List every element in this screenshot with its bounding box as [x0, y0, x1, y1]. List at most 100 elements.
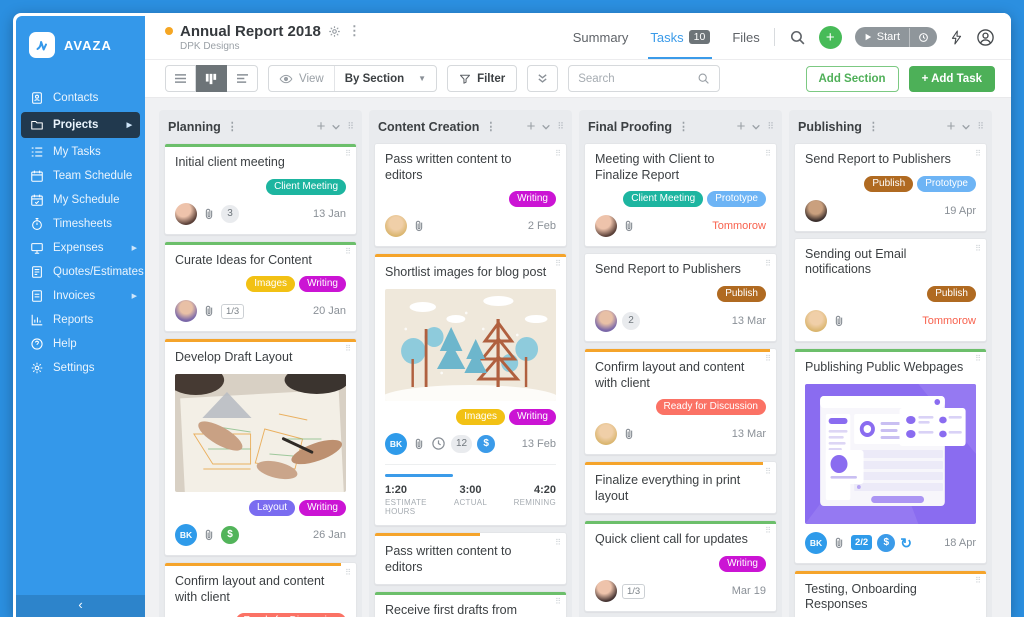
tag-prototype[interactable]: Prototype	[917, 175, 976, 192]
logo[interactable]: AVAZA	[16, 16, 145, 72]
tag-ready-for-discussion[interactable]: Ready for Discussion	[655, 399, 766, 416]
column-add-icon[interactable]: +	[946, 118, 956, 135]
card-drag-grip-icon[interactable]: ⠿	[765, 526, 771, 536]
sidebar-item-my-schedule[interactable]: My Schedule	[16, 188, 145, 212]
add-task-button[interactable]: + Add Task	[908, 65, 995, 92]
column-add-icon[interactable]: +	[316, 118, 326, 135]
column-drag-grip-icon[interactable]: ⠿	[977, 121, 984, 131]
tag-writing[interactable]: Writing	[509, 191, 556, 208]
task-card[interactable]: ⠿ Curate Ideas for Content Images Writing 1/…	[164, 240, 357, 333]
column-menu-kebab-icon[interactable]: ⋮	[226, 121, 238, 133]
task-card[interactable]: ⠿ Publishing Public Webpages BK 2/2 $ ↻ 18 Apr	[794, 347, 987, 564]
filter-button[interactable]: Filter	[447, 65, 518, 92]
group-by-dropdown[interactable]: By Section ▼	[344, 72, 427, 85]
tag-publish[interactable]: Publish	[927, 285, 976, 302]
card-drag-grip-icon[interactable]: ⠿	[345, 344, 351, 354]
project-settings-gear-icon[interactable]	[328, 25, 341, 38]
assignee-avatar-initials[interactable]: BK	[805, 531, 827, 554]
assignee-avatar[interactable]	[175, 300, 197, 323]
sidebar-item-expenses[interactable]: Expenses ▶	[16, 236, 145, 260]
column-menu-kebab-icon[interactable]: ⋮	[485, 121, 497, 133]
card-drag-grip-icon[interactable]: ⠿	[975, 575, 981, 585]
comment-count[interactable]: 2	[622, 311, 640, 330]
column-collapse-chevron-icon[interactable]	[751, 122, 761, 132]
sidebar-item-projects[interactable]: Projects ▶	[21, 112, 140, 138]
card-drag-grip-icon[interactable]: ⠿	[345, 567, 351, 577]
assignee-avatar[interactable]	[805, 309, 827, 332]
tag-ready-for-discussion[interactable]: Ready for Discussion	[235, 613, 346, 617]
task-card[interactable]: ⠿ Confirm layout and content with client R…	[164, 561, 357, 617]
card-drag-grip-icon[interactable]: ⠿	[765, 353, 771, 363]
card-drag-grip-icon[interactable]: ⠿	[555, 597, 561, 607]
sidebar-item-invoices[interactable]: Invoices ▶	[16, 284, 145, 308]
sidebar-item-reports[interactable]: Reports	[16, 308, 145, 332]
sidebar-item-help[interactable]: Help	[16, 332, 145, 356]
task-card[interactable]: ⠿ Pass written content to editors Writing 2…	[374, 143, 567, 248]
comment-count[interactable]: 12	[451, 434, 473, 453]
sidebar-item-my-tasks[interactable]: My Tasks	[16, 140, 145, 164]
task-card[interactable]: ⠿ Meeting with Client to Finalize Report C…	[584, 143, 777, 248]
tag-layout[interactable]: Layout	[249, 499, 296, 516]
card-drag-grip-icon[interactable]: ⠿	[765, 149, 771, 158]
task-card[interactable]: ⠿ Testing, Onboarding Responses	[794, 569, 987, 617]
column-add-icon[interactable]: +	[526, 118, 536, 135]
card-drag-grip-icon[interactable]: ⠿	[555, 149, 561, 158]
start-timer-button[interactable]: Start	[854, 27, 937, 47]
tag-writing[interactable]: Writing	[719, 556, 766, 572]
tag-writing[interactable]: Writing	[299, 499, 346, 516]
task-card[interactable]: ⠿ Send Report to Publishers Publish Prototy…	[794, 143, 987, 232]
task-card[interactable]: ⠿ Quick client call for updates Writing 1/3…	[584, 520, 777, 612]
assignee-avatar[interactable]	[595, 309, 617, 332]
comment-count[interactable]: 3	[221, 204, 239, 223]
column-menu-kebab-icon[interactable]: ⋮	[678, 121, 690, 133]
assignee-avatar[interactable]	[595, 580, 617, 602]
bolt-icon[interactable]	[950, 29, 963, 45]
tag-images[interactable]: Images	[246, 276, 296, 293]
sidebar-collapse-button[interactable]: ‹	[16, 595, 145, 617]
kanban-view-button[interactable]	[196, 65, 227, 92]
assignee-avatar-initials[interactable]: BK	[175, 523, 197, 546]
project-menu-kebab-icon[interactable]: ⋮	[347, 23, 361, 38]
card-drag-grip-icon[interactable]: ⠿	[765, 259, 771, 269]
column-add-icon[interactable]: +	[736, 118, 746, 135]
tag-client-meeting[interactable]: Client Meeting	[266, 178, 346, 195]
add-section-button[interactable]: Add Section	[805, 65, 899, 92]
column-collapse-chevron-icon[interactable]	[961, 122, 971, 132]
column-drag-grip-icon[interactable]: ⠿	[557, 121, 564, 131]
card-drag-grip-icon[interactable]: ⠿	[975, 243, 981, 253]
tag-prototype[interactable]: Prototype	[707, 191, 766, 208]
card-drag-grip-icon[interactable]: ⠿	[975, 149, 981, 158]
task-card[interactable]: ⠿ Sending out Email notifications Publish T…	[794, 237, 987, 342]
profile-icon[interactable]	[976, 28, 995, 47]
tab-tasks[interactable]: Tasks 10	[648, 15, 713, 59]
assignee-avatar[interactable]	[175, 202, 197, 225]
column-drag-grip-icon[interactable]: ⠿	[767, 121, 774, 131]
tab-files[interactable]: Files	[732, 15, 759, 59]
sidebar-item-contacts[interactable]: Contacts	[16, 86, 145, 110]
card-drag-grip-icon[interactable]: ⠿	[345, 149, 351, 158]
task-card[interactable]: ⠿ Develop Draft Layout Layout Writing BK $26 …	[164, 338, 357, 556]
tag-publish[interactable]: Publish	[864, 175, 914, 192]
tag-images[interactable]: Images	[456, 408, 506, 425]
column-drag-grip-icon[interactable]: ⠿	[347, 121, 354, 131]
collapse-sections-button[interactable]	[527, 65, 559, 92]
assignee-avatar[interactable]	[805, 199, 827, 222]
quick-add-button[interactable]: +	[818, 25, 842, 49]
task-card[interactable]: ⠿ Shortlist images for blog post Images Wri…	[374, 253, 567, 526]
task-card[interactable]: ⠿ Pass written content to editors	[374, 531, 567, 586]
sidebar-item-team-schedule[interactable]: Team Schedule	[16, 164, 145, 188]
column-collapse-chevron-icon[interactable]	[331, 122, 341, 132]
assignee-avatar[interactable]	[385, 215, 407, 238]
tab-summary[interactable]: Summary	[573, 15, 629, 59]
timer-icon[interactable]	[909, 27, 937, 47]
tag-writing[interactable]: Writing	[299, 276, 346, 293]
assignee-avatar-initials[interactable]: BK	[385, 432, 407, 455]
task-card[interactable]: ⠿Receive first drafts from writersLayout…	[374, 591, 567, 617]
sidebar-item-settings[interactable]: Settings	[16, 356, 145, 380]
card-drag-grip-icon[interactable]: ⠿	[555, 537, 561, 547]
card-drag-grip-icon[interactable]: ⠿	[345, 246, 351, 256]
task-card[interactable]: ⠿ Finalize everything in print layout	[584, 461, 777, 515]
card-drag-grip-icon[interactable]: ⠿	[765, 467, 771, 477]
task-card[interactable]: ⠿ Confirm layout and content with client R…	[584, 347, 777, 456]
column-collapse-chevron-icon[interactable]	[541, 122, 551, 132]
